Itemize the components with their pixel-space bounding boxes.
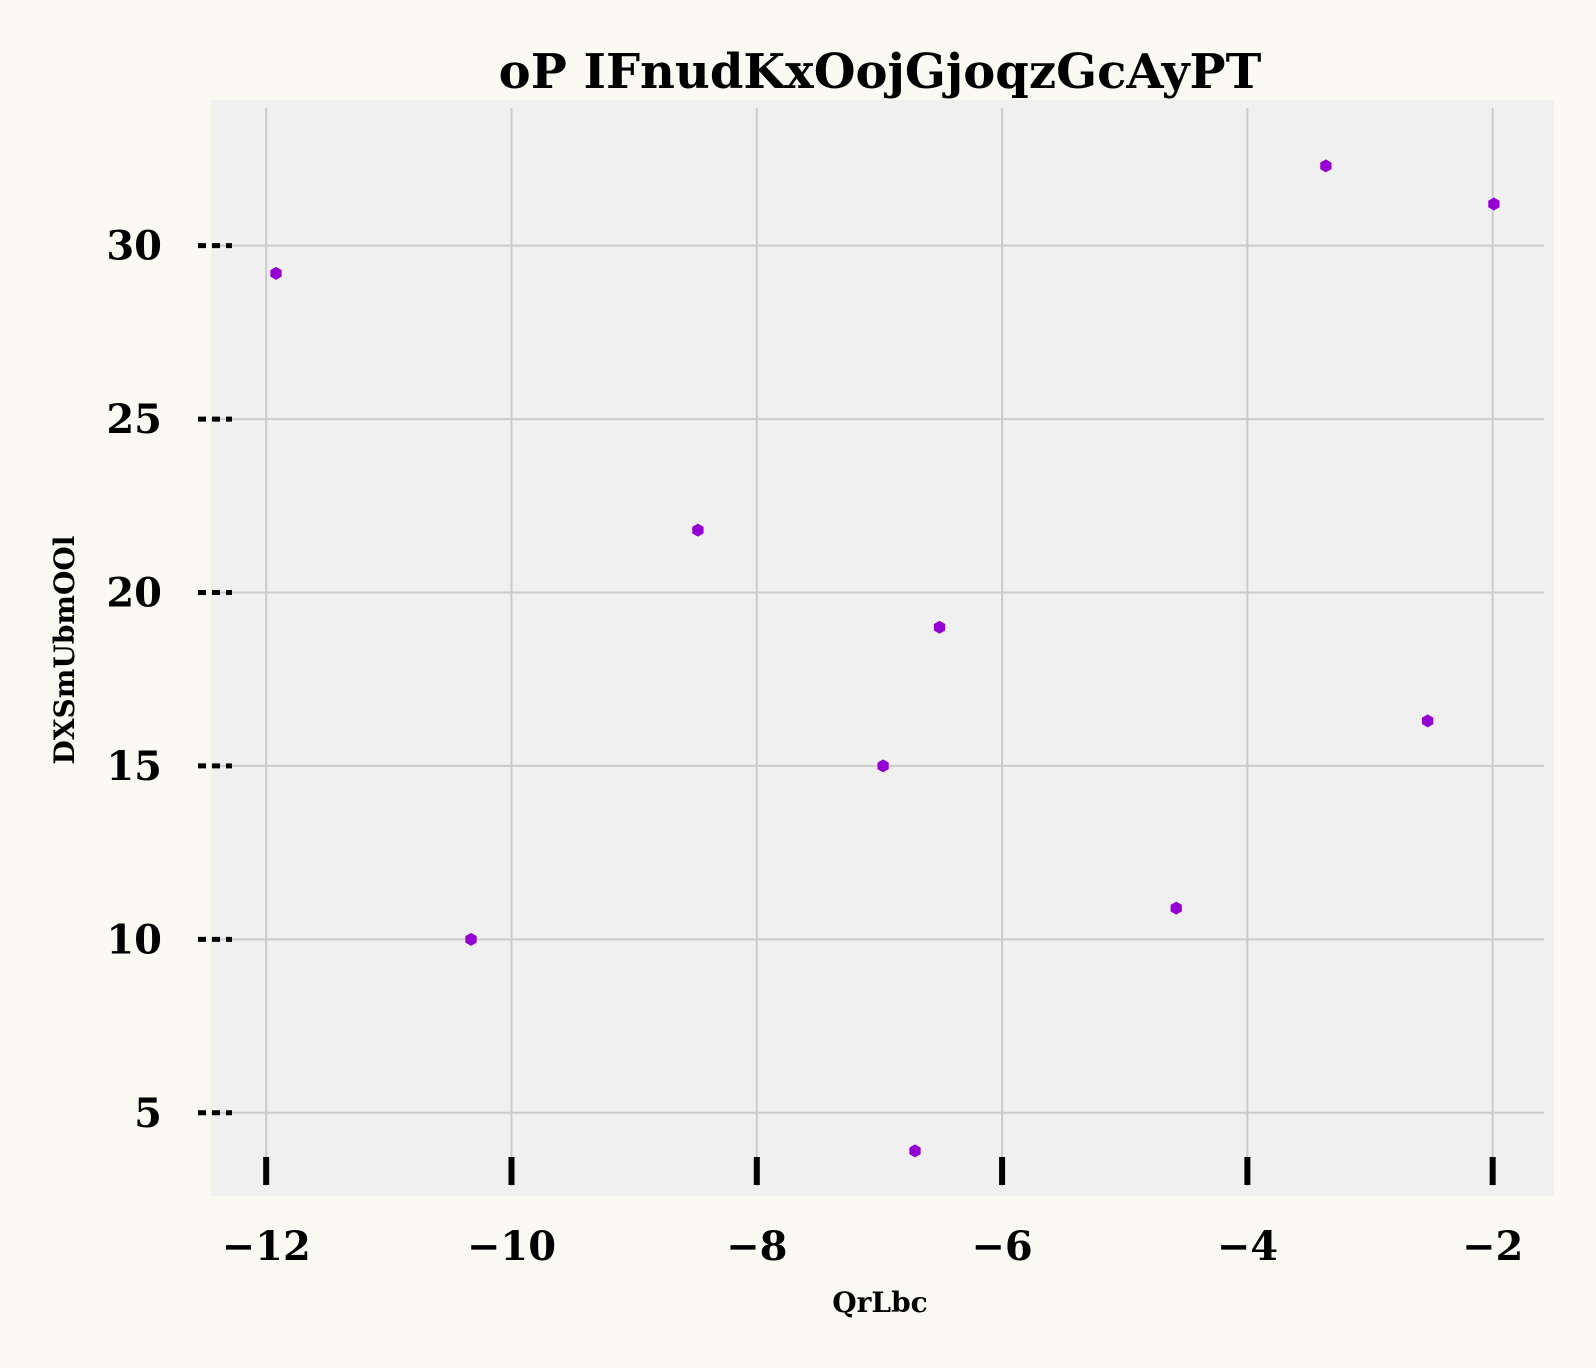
data-point — [933, 620, 946, 634]
plot-area — [211, 100, 1554, 1196]
x-tick-label: −8 — [726, 1223, 787, 1270]
y-tick-label: 20 — [106, 570, 162, 617]
data-point — [1320, 159, 1332, 173]
y-axis-label: DXSmUbmOOl — [48, 536, 81, 765]
data-point — [1170, 901, 1182, 915]
data-points — [270, 159, 1500, 1158]
x-tick-label: −4 — [1217, 1223, 1278, 1270]
x-tick-label: −12 — [222, 1223, 311, 1270]
y-tick-label: 5 — [134, 1090, 162, 1137]
y-tick-label: 30 — [106, 223, 162, 270]
x-tick-label: −2 — [1462, 1223, 1523, 1270]
axis-ticks: −12 −10 −8 −6 −4 −2 5 10 15 20 25 30 — [106, 223, 1523, 1270]
y-tick-label: 15 — [106, 743, 162, 790]
y-tick-label: 10 — [106, 916, 162, 963]
data-point — [1422, 714, 1434, 728]
x-tick-label: −10 — [467, 1223, 556, 1270]
data-point — [877, 759, 889, 773]
data-point — [1488, 197, 1500, 211]
x-tick-label: −6 — [971, 1223, 1032, 1270]
x-axis-label: QrLbc — [832, 1286, 927, 1319]
data-point — [465, 932, 477, 946]
data-point — [270, 266, 282, 280]
data-point — [692, 523, 704, 537]
chart-title: oP IFnudKxOojGjoqzGcAyPT — [499, 44, 1262, 100]
data-point — [909, 1144, 921, 1158]
y-tick-label: 25 — [106, 396, 162, 443]
